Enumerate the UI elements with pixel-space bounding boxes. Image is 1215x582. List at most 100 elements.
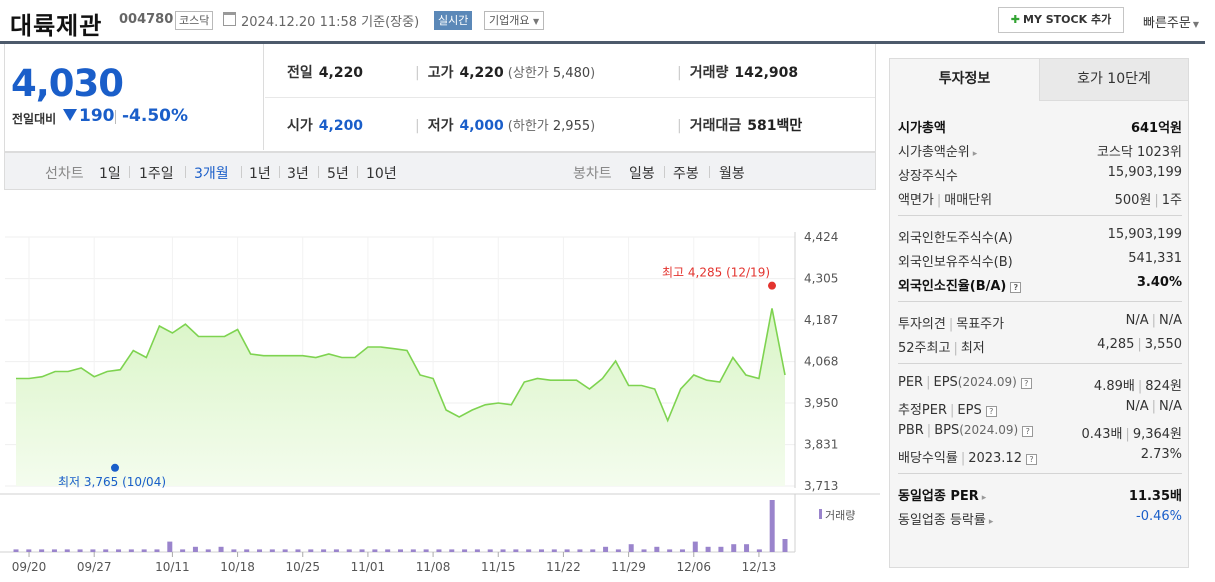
divider <box>279 166 280 178</box>
question-icon[interactable]: ? <box>1020 378 1032 389</box>
tab-3y[interactable]: 3년 <box>287 166 309 182</box>
upper-limit: (상한가 5,480) <box>507 66 596 81</box>
volume-bar <box>372 549 378 552</box>
divider: | <box>1154 193 1159 208</box>
question-icon[interactable]: ? <box>1025 454 1037 465</box>
divider <box>241 166 242 178</box>
volume-legend: 거래량 <box>825 509 855 522</box>
info-value: 0.43배 | 9,364원 <box>1081 427 1182 442</box>
x-tick-label: 11/29 <box>611 560 646 574</box>
volume-bar <box>13 549 19 552</box>
y-tick-label: 4,424 <box>804 230 838 244</box>
tab-investment-info[interactable]: 투자정보 <box>890 59 1039 101</box>
volume-bar <box>205 549 211 552</box>
tab-1w[interactable]: 1주일 <box>139 166 174 182</box>
info-value: 2.73% <box>1140 447 1182 462</box>
quick-order-button[interactable]: 빠른주문 ▼ <box>1143 12 1199 31</box>
divider: | <box>950 403 955 418</box>
high-annotation: 최고 4,285 (12/19) <box>662 266 770 280</box>
info-value: N/A | N/A <box>1125 313 1182 328</box>
volume-bar <box>705 546 711 552</box>
volume-bar <box>577 549 583 552</box>
info-key: 외국인보유주식수(B) <box>898 255 1013 270</box>
mystock-add-button[interactable]: ✚ MY STOCK 추가 <box>998 7 1124 33</box>
price-change-value: 190 <box>79 106 115 126</box>
volume-bar <box>513 549 519 552</box>
volume-bar <box>90 549 96 552</box>
low-label: 저가 <box>427 118 454 134</box>
question-icon[interactable]: ? <box>985 406 997 417</box>
info-key: 시가총액 <box>898 121 946 136</box>
right-arrow-icon[interactable]: ▸ <box>988 517 994 527</box>
divider: | <box>953 341 958 356</box>
info-key-sub: (2024.09) <box>959 423 1019 437</box>
tab-3m[interactable]: 3개월 <box>194 166 229 182</box>
volume-bar <box>538 549 544 552</box>
question-icon[interactable]: ? <box>1022 426 1034 437</box>
volume-bar <box>359 549 365 552</box>
volume-bar <box>192 546 198 552</box>
x-tick-label: 12/06 <box>676 560 711 574</box>
volume-label: 거래량 <box>689 65 729 81</box>
divider <box>129 166 130 178</box>
tab-1d[interactable]: 1일 <box>99 166 121 182</box>
info-key: 시가총액순위 ▸ <box>898 145 978 160</box>
upper-label: 상한가 <box>512 66 549 81</box>
x-tick-label: 11/22 <box>546 560 581 574</box>
tab-monthly[interactable]: 월봉 <box>719 166 745 182</box>
volume-bar <box>385 549 391 552</box>
price-chart[interactable]: 4,424 4,305 4,187 4,068 3,950 3,831 3,713 최고 4,… <box>0 190 880 582</box>
divider <box>898 301 1182 302</box>
y-tick-label: 3,713 <box>804 479 838 493</box>
volume-bar <box>257 549 263 552</box>
lower-limit: (하한가 2,955) <box>507 119 596 134</box>
divider: | <box>1137 379 1143 394</box>
compare-label: 전일대비 <box>12 112 57 126</box>
info-key: 추정PER | EPS? <box>898 399 997 418</box>
info-key: 52주최고 | 최저 <box>898 341 985 356</box>
price-change: 190 <box>63 106 115 126</box>
info-row: PER | EPS(2024.09)? 4.89배 | 824원 <box>898 373 1182 395</box>
info-row: 외국인소진율(B/A)? 3.40% <box>898 273 1182 295</box>
info-row: 상장주식수 15,903,199 <box>898 163 1182 185</box>
volume-bar <box>718 546 724 552</box>
volume-bar <box>308 549 314 552</box>
volume-bar <box>269 549 275 552</box>
info-row: 시가총액순위 ▸ 코스닥 1023위 <box>898 139 1182 161</box>
info-row: 동일업종 PER ▸ 11.35배 <box>898 483 1182 505</box>
y-tick-label: 3,950 <box>804 396 838 410</box>
volume-bar <box>128 549 134 552</box>
realtime-badge[interactable]: 실시간 <box>434 11 473 30</box>
stock-header: 대륙제관 004780 코스닥 2024.12.20 11:58 기준(장중) … <box>0 0 1205 44</box>
amount-label: 거래대금 <box>689 118 742 134</box>
info-row: 외국인보유주식수(B) 541,331 <box>898 249 1182 271</box>
info-key: 외국인한도주식수(A) <box>898 231 1013 246</box>
divider: | <box>926 375 931 390</box>
right-arrow-icon[interactable]: ▸ <box>972 149 978 159</box>
info-row: 투자의견 | 목표주가 N/A | N/A <box>898 311 1182 333</box>
volume-bar <box>39 549 45 552</box>
tab-weekly[interactable]: 주봉 <box>673 166 699 182</box>
volume-bar <box>141 549 147 552</box>
open-price: 시가 4,200 <box>287 115 363 135</box>
volume-bar <box>667 549 673 552</box>
tab-5y[interactable]: 5년 <box>327 166 349 182</box>
tab-10y[interactable]: 10년 <box>366 166 397 182</box>
info-value: 3.40% <box>1136 275 1182 290</box>
volume-bar <box>744 544 750 552</box>
volume-bar <box>398 549 403 552</box>
volume-bar <box>436 549 442 552</box>
chart-tabs: 선차트 1일 1주일 3개월 1년 3년 5년 10년 봉차트 일봉 주봉 월봉 <box>4 152 876 190</box>
x-tick-label: 10/25 <box>285 560 320 574</box>
info-value: 15,903,199 <box>1107 227 1182 242</box>
corp-info-button[interactable]: 기업개요 ▼ <box>484 11 545 30</box>
tab-1y[interactable]: 1년 <box>249 166 271 182</box>
info-key: 동일업종 PER ▸ <box>898 489 987 504</box>
right-arrow-icon[interactable]: ▸ <box>981 493 987 503</box>
question-icon[interactable]: ? <box>1010 282 1022 293</box>
divider <box>115 110 116 124</box>
tab-daily[interactable]: 일봉 <box>629 166 655 182</box>
low-value: 4,000 <box>459 118 504 134</box>
volume-bar <box>346 549 352 552</box>
tab-order-book[interactable]: 호가 10단계 <box>1039 59 1188 101</box>
